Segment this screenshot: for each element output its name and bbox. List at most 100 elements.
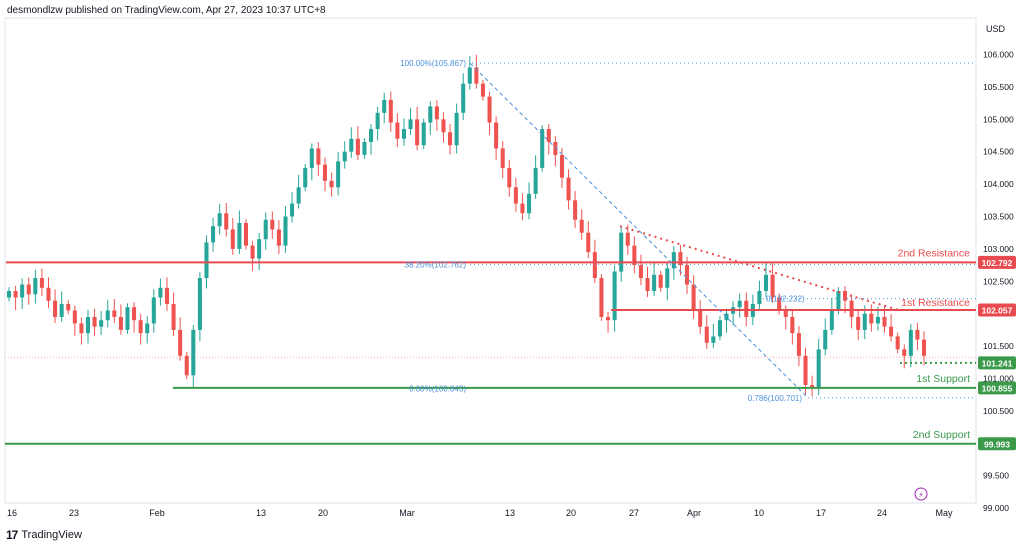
candle-body <box>763 274 769 292</box>
candle-body <box>72 310 77 324</box>
y-tick-label: 101.000 <box>983 374 1014 384</box>
candle-body <box>263 219 268 240</box>
candle-body <box>796 333 801 356</box>
overlays: 100.00%(105.867) 38.20%(102.762) 0.00%(100… <box>5 59 976 501</box>
second-resistance-label: 2nd Resistance <box>898 247 971 259</box>
y-tick-label: 100.500 <box>983 406 1014 416</box>
candle-body <box>889 326 894 337</box>
candle-body <box>138 320 143 334</box>
candle-body <box>26 284 31 295</box>
candle-body <box>546 129 551 142</box>
candle-body <box>329 180 334 188</box>
candle-body <box>744 300 749 317</box>
price-tag-text: 101.241 <box>982 358 1013 368</box>
candle-body <box>303 167 308 188</box>
x-tick-label: Apr <box>687 508 701 518</box>
grid <box>4 17 977 504</box>
tradingview-brand-text: TradingView <box>21 529 82 541</box>
candle-body <box>217 213 222 227</box>
candle-body <box>66 303 71 311</box>
candle-body <box>184 355 189 376</box>
price-tag-support <box>978 381 1016 395</box>
candle-body <box>869 313 874 324</box>
candle-body <box>99 320 104 327</box>
price-tag-support <box>978 437 1016 451</box>
x-tick-label: 20 <box>318 508 328 518</box>
candle-body <box>395 122 400 139</box>
candle-body <box>494 122 499 149</box>
candle-body <box>606 316 611 321</box>
candle-body <box>507 167 512 188</box>
first-support-label: 1st Support <box>916 373 970 385</box>
currency-label: USD <box>986 24 1006 34</box>
candle-body <box>612 271 617 321</box>
candle-body <box>823 329 828 350</box>
candle-body <box>224 213 229 230</box>
x-tick-label: 27 <box>629 508 639 518</box>
candle-body <box>336 161 341 188</box>
x-tick-label: 23 <box>69 508 79 518</box>
candle-body <box>421 122 426 146</box>
y-tick-label: 105.500 <box>983 82 1014 92</box>
candle-body <box>783 310 788 317</box>
candle-body <box>632 245 637 266</box>
y-tick-label: 106.000 <box>983 50 1014 60</box>
candle-body <box>59 303 64 317</box>
candle-body <box>454 112 459 146</box>
y-tick-label: 105.000 <box>983 114 1014 124</box>
time-axis: 16 23 Feb 13 20 Mar 13 20 27 Apr 10 17 24 May <box>7 508 953 518</box>
candle-body <box>230 229 235 249</box>
y-tick-label: 101.500 <box>983 341 1014 351</box>
tradingview-logo[interactable]: 17 TradingView <box>6 528 82 542</box>
candle-body <box>579 219 584 233</box>
candle-body <box>355 138 360 155</box>
y-tick-label: 103.500 <box>983 212 1014 222</box>
candle-body <box>39 278 44 288</box>
candle-body <box>53 300 58 317</box>
candle-body <box>250 245 255 259</box>
tradingview-logo-icon: 17 <box>6 528 18 542</box>
x-tick-label: 13 <box>256 508 266 518</box>
candle-body <box>158 287 163 298</box>
candle-body <box>79 323 84 334</box>
candle-body <box>369 129 374 142</box>
candle-body <box>625 232 630 246</box>
x-tick-label: 17 <box>816 508 826 518</box>
price-tag-support <box>978 356 1016 370</box>
second-support-label: 2nd Support <box>913 429 970 441</box>
candle-body <box>118 316 123 330</box>
candle-body <box>132 307 137 321</box>
price-tag-resistance <box>978 255 1016 269</box>
candle-body <box>842 291 848 301</box>
candle-body <box>382 99 387 113</box>
candle-body <box>401 129 406 139</box>
candle-body <box>211 226 216 243</box>
candle-body <box>270 219 275 230</box>
candle-body <box>513 187 518 204</box>
price-tag-text: 99.993 <box>984 439 1010 449</box>
candle-body <box>243 222 249 246</box>
candle-body <box>684 265 690 285</box>
candle-body <box>803 355 808 385</box>
lightning-icon <box>914 487 928 501</box>
x-tick-label: Feb <box>149 508 165 518</box>
fib-label-382: 38.20%(102.762) <box>405 260 467 269</box>
candle-body <box>921 339 927 356</box>
price-tag-resistance <box>978 303 1016 317</box>
candle-body <box>908 329 913 356</box>
candle-body <box>573 200 578 220</box>
candle-body <box>375 112 380 130</box>
price-tag-text: 102.057 <box>982 306 1013 316</box>
candles <box>6 54 927 397</box>
fib-label-0: 0.00%(100.843) <box>409 385 466 394</box>
candle-body <box>296 187 301 204</box>
candle-body <box>178 329 183 356</box>
candle-body <box>586 232 591 253</box>
candle-body <box>533 167 538 194</box>
candle-body <box>362 141 367 155</box>
candle-body <box>191 329 196 376</box>
candle-body <box>309 148 314 168</box>
candle-body <box>467 67 472 84</box>
